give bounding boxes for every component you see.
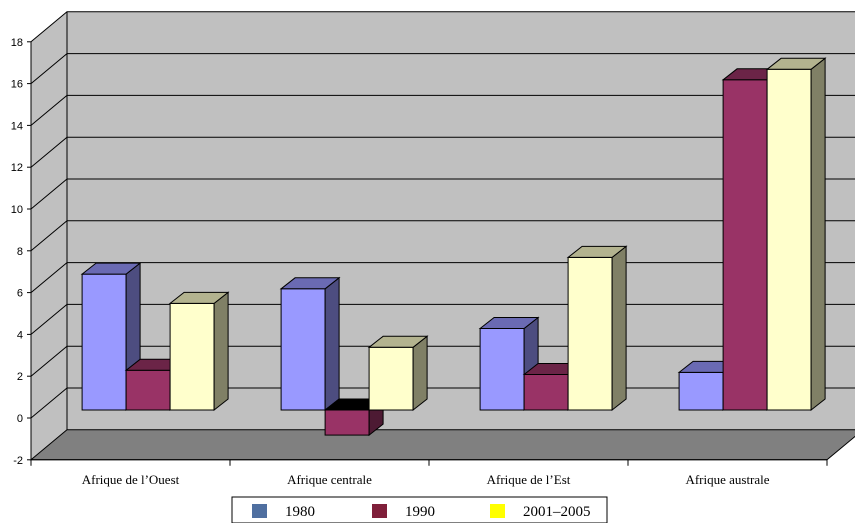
bar-front: [280, 288, 326, 411]
legend-label: 2001–2005: [523, 504, 591, 520]
bar-top: [765, 57, 827, 70]
bar-top: [478, 317, 540, 329]
bar-front: [567, 256, 613, 411]
legend-swatch: [490, 504, 505, 518]
bar-side: [213, 291, 229, 412]
bar-front: [766, 68, 812, 411]
chart-floor: [29, 429, 855, 461]
bar-front: [722, 79, 768, 411]
y-tick-label: -2: [13, 455, 23, 467]
bar: [765, 57, 827, 412]
bar-front: [125, 369, 171, 411]
legend: 1980 1990 2001–2005: [231, 496, 608, 524]
bar-front: [678, 371, 724, 411]
x-category-labels: Afrique de l’Ouest Afrique centrale Afriqu…: [82, 472, 770, 487]
x-category-label: Afrique de l’Est: [487, 472, 571, 487]
bar-top: [279, 277, 341, 290]
bar-front: [169, 302, 215, 411]
y-tick-label: 16: [11, 79, 23, 91]
bar-top: [367, 335, 429, 348]
y-tick-label: 4: [17, 329, 23, 341]
bar-front: [479, 327, 525, 411]
bars: [80, 57, 827, 437]
bar-side: [810, 57, 826, 412]
y-tick-label: 14: [11, 120, 23, 132]
y-tick-label: 10: [11, 204, 23, 216]
bar-front: [324, 409, 370, 436]
bar: [279, 276, 341, 412]
bar-top: [80, 262, 142, 275]
legend-label: 1990: [405, 504, 435, 520]
legend-label: 1980: [285, 504, 315, 520]
y-tick-label: 6: [17, 288, 23, 300]
bar: [168, 291, 230, 412]
legend-swatch: [252, 504, 267, 518]
y-tick-label: 12: [11, 162, 23, 174]
floor: [29, 429, 855, 461]
y-tick-label: 8: [17, 246, 23, 258]
bar: [566, 245, 628, 412]
bar-side: [611, 245, 627, 412]
y-tick-label: 18: [11, 37, 23, 49]
bar-front: [523, 373, 569, 411]
bar: [367, 335, 429, 412]
bar-top: [566, 245, 628, 258]
y-tick-label: 0: [17, 413, 23, 425]
bar-front: [368, 346, 414, 411]
y-tick-labels: -2 0 2 4 6 8 10 12 14 16 18: [11, 37, 23, 467]
bar-top: [168, 291, 230, 304]
bar-side: [324, 276, 340, 412]
legend-swatch: [372, 504, 387, 518]
axes: [27, 41, 828, 466]
y-tick-label: 2: [17, 371, 23, 383]
bar-front: [81, 273, 127, 411]
bar-side: [412, 335, 428, 412]
x-category-label: Afrique australe: [685, 472, 769, 487]
x-category-label: Afrique centrale: [287, 472, 372, 487]
x-category-label: Afrique de l’Ouest: [82, 472, 180, 487]
